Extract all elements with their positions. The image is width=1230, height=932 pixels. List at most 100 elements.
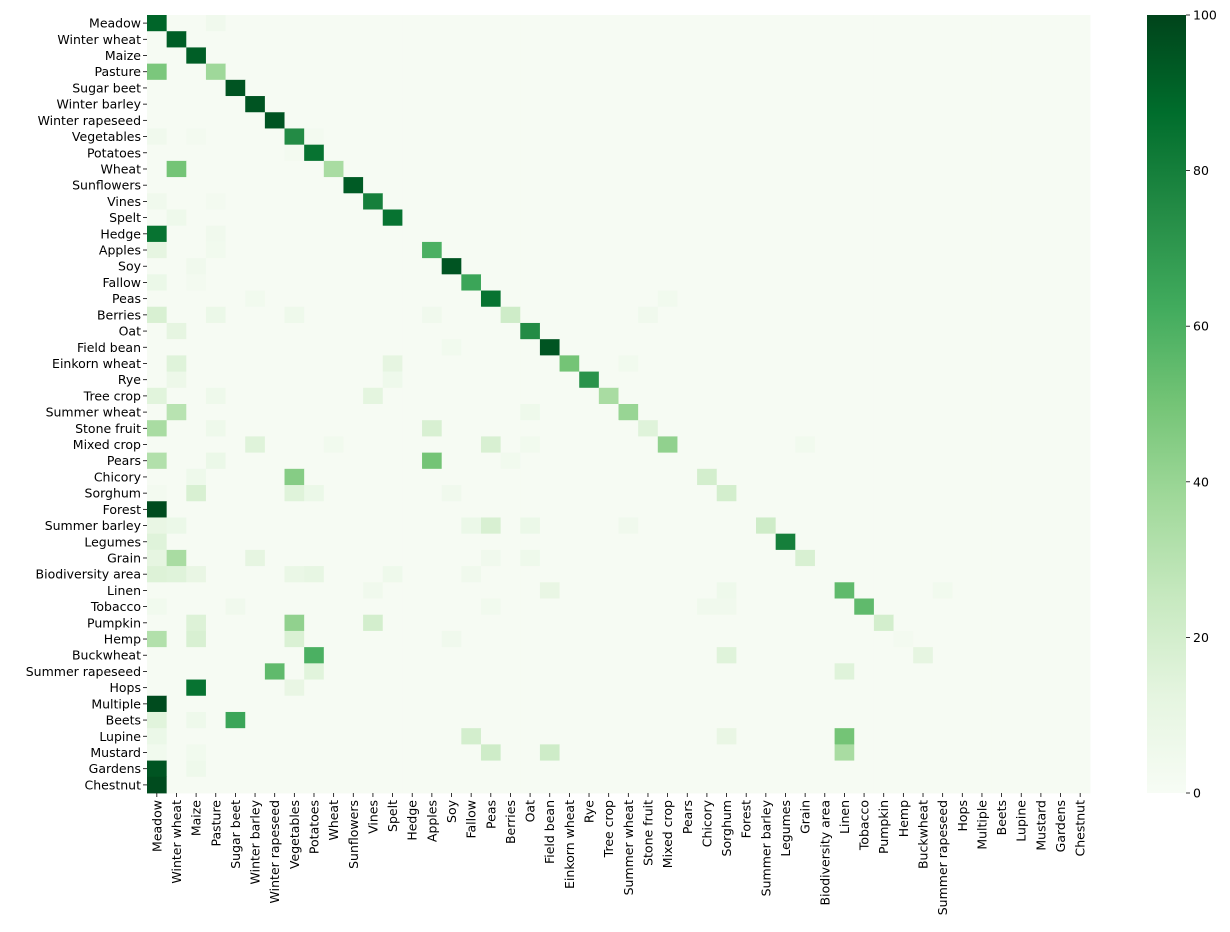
heatmap-cell-22-29 — [716, 371, 737, 389]
y-tick-label: Multiple — [91, 696, 141, 711]
heatmap-cell-31-34 — [814, 517, 836, 535]
heatmap-cell-15-7 — [284, 258, 305, 275]
heatmap-cell-17-25 — [638, 290, 659, 308]
heatmap-cell-30-29 — [716, 501, 737, 518]
heatmap-cell-39-23 — [598, 647, 619, 664]
heatmap-cell-0-5 — [245, 15, 266, 32]
heatmap-cell-32-38 — [893, 533, 914, 551]
heatmap-cell-37-4 — [225, 614, 246, 632]
heatmap-cell-6-26 — [657, 112, 678, 129]
heatmap-cell-36-8 — [304, 598, 325, 616]
heatmap-cell-28-17 — [480, 468, 502, 486]
heatmap-cell-21-27 — [677, 355, 698, 372]
heatmap-cell-26-2 — [186, 436, 207, 454]
heatmap-cell-38-38 — [893, 630, 914, 648]
heatmap-cell-15-36 — [854, 258, 875, 275]
heatmap-cell-34-16 — [461, 566, 482, 583]
heatmap-cell-38-16 — [461, 630, 482, 648]
heatmap-cell-17-46 — [1050, 290, 1071, 308]
heatmap-cell-10-17 — [480, 177, 502, 194]
heatmap-cell-38-46 — [1050, 630, 1071, 648]
heatmap-cell-5-9 — [323, 96, 344, 113]
heatmap-cell-36-5 — [245, 598, 266, 616]
heatmap-cell-1-6 — [264, 31, 285, 48]
heatmap-cell-11-42 — [972, 193, 993, 210]
heatmap-cell-29-26 — [657, 485, 678, 502]
heatmap-cell-30-41 — [952, 501, 973, 518]
heatmap-cell-24-44 — [1011, 404, 1032, 421]
x-tick-label: Berries — [503, 800, 518, 844]
heatmap-cell-1-45 — [1031, 31, 1052, 48]
heatmap-cell-11-38 — [893, 193, 914, 210]
heatmap-cell-38-40 — [932, 630, 953, 648]
heatmap-cell-40-42 — [972, 663, 993, 680]
heatmap-cell-27-16 — [461, 452, 482, 470]
heatmap-cell-39-17 — [480, 647, 502, 664]
heatmap-cell-36-39 — [913, 598, 934, 616]
heatmap-cell-29-34 — [814, 485, 836, 502]
heatmap-cell-8-2 — [186, 144, 207, 162]
heatmap-cell-32-3 — [205, 533, 226, 551]
heatmap-cell-46-33 — [795, 760, 816, 778]
heatmap-cell-9-45 — [1031, 160, 1052, 178]
heatmap-cell-41-44 — [1011, 679, 1032, 697]
heatmap-cell-36-37 — [873, 598, 894, 616]
heatmap-cell-36-16 — [461, 598, 482, 616]
heatmap-cell-38-45 — [1031, 630, 1052, 648]
heatmap-cell-36-0 — [147, 598, 168, 616]
heatmap-cell-0-12 — [382, 15, 403, 32]
heatmap-cell-15-47 — [1070, 258, 1091, 275]
heatmap-cell-37-29 — [716, 614, 737, 632]
heatmap-cell-6-1 — [166, 112, 187, 129]
heatmap-cell-9-2 — [186, 160, 207, 178]
y-tick-label: Apples — [99, 243, 141, 258]
heatmap-cell-41-36 — [854, 679, 875, 697]
x-tick-label: Winter barley — [248, 799, 263, 884]
heatmap-cell-34-18 — [500, 566, 521, 583]
heatmap-cell-31-41 — [952, 517, 973, 535]
heatmap-cell-39-32 — [775, 647, 796, 664]
heatmap-cell-22-33 — [795, 371, 816, 389]
heatmap-cell-40-2 — [186, 663, 207, 680]
heatmap-cell-20-43 — [991, 339, 1012, 356]
heatmap-cell-42-40 — [932, 695, 953, 713]
heatmap-cell-37-43 — [991, 614, 1012, 632]
heatmap-cell-15-22 — [579, 258, 600, 275]
heatmap-cell-23-32 — [775, 387, 796, 405]
heatmap-cell-41-47 — [1070, 679, 1091, 697]
heatmap-cell-45-5 — [245, 744, 266, 761]
heatmap-cell-47-0 — [147, 776, 168, 794]
heatmap-cell-47-14 — [422, 776, 443, 794]
heatmap-cell-6-18 — [500, 112, 521, 129]
heatmap-cell-16-30 — [736, 274, 757, 291]
heatmap-cell-0-36 — [854, 15, 875, 32]
heatmap-cell-21-39 — [913, 355, 934, 372]
heatmap-cell-47-11 — [363, 776, 384, 794]
heatmap-cell-35-38 — [893, 582, 914, 599]
heatmap-cell-13-45 — [1031, 225, 1052, 243]
heatmap-cell-24-4 — [225, 404, 246, 421]
heatmap-cell-14-22 — [579, 241, 600, 259]
heatmap-cell-47-45 — [1031, 776, 1052, 794]
heatmap-cell-41-11 — [363, 679, 384, 697]
heatmap-cell-19-20 — [539, 322, 560, 340]
heatmap-cell-26-7 — [284, 436, 305, 454]
heatmap-cell-36-1 — [166, 598, 187, 616]
heatmap-cell-25-13 — [402, 420, 423, 437]
heatmap-cell-1-40 — [932, 31, 953, 48]
heatmap-cell-37-28 — [697, 614, 718, 632]
heatmap-cell-12-34 — [814, 209, 836, 227]
heatmap-cell-30-26 — [657, 501, 678, 518]
heatmap-cell-0-40 — [932, 15, 953, 32]
heatmap-cell-39-35 — [834, 647, 855, 664]
heatmap-cell-42-16 — [461, 695, 482, 713]
heatmap-cell-38-34 — [814, 630, 836, 648]
heatmap-cell-14-23 — [598, 241, 619, 259]
heatmap-cell-41-28 — [697, 679, 718, 697]
heatmap-cell-7-29 — [716, 128, 737, 146]
heatmap-cell-25-4 — [225, 420, 246, 437]
heatmap-cell-17-4 — [225, 290, 246, 308]
heatmap-cell-37-0 — [147, 614, 168, 632]
heatmap-cell-46-2 — [186, 760, 207, 778]
heatmap-cell-19-19 — [520, 322, 541, 340]
